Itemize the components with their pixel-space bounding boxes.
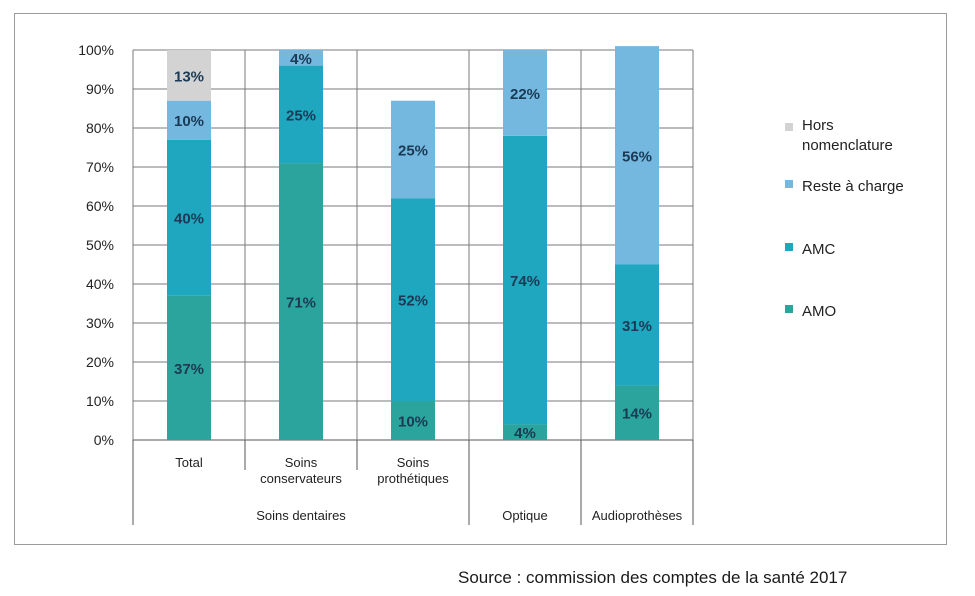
data-label: 13%	[174, 68, 204, 85]
y-tick-label: 60%	[86, 198, 114, 214]
y-tick-label: 30%	[86, 315, 114, 331]
bar-segment-amo	[279, 163, 323, 440]
data-label: 71%	[286, 295, 316, 312]
data-label: 56%	[622, 148, 652, 165]
bar-segment-amo	[615, 385, 659, 440]
legend-swatch	[785, 123, 793, 131]
category-label: Soins prothétiques	[377, 455, 449, 486]
bar-segment-amo	[167, 295, 211, 440]
bar-segment-amc	[167, 139, 211, 296]
data-label: 37%	[174, 361, 204, 378]
data-label: 10%	[398, 414, 428, 431]
group-label: Optique	[502, 508, 548, 523]
bar-segment-reste-charge	[391, 100, 435, 199]
y-tick-label: 10%	[86, 393, 114, 409]
bar-segment-amc	[503, 135, 547, 425]
y-tick-label: 90%	[86, 81, 114, 97]
bar-segment-reste-charge	[167, 100, 211, 140]
legend-label: AMO	[802, 303, 836, 320]
category-label: Total	[175, 455, 203, 470]
data-label: 10%	[174, 113, 204, 130]
source-note: Source : commission des comptes de la sa…	[458, 568, 848, 587]
y-tick-label: 40%	[86, 276, 114, 292]
y-tick-label: 70%	[86, 159, 114, 175]
legend-label: AMC	[802, 241, 836, 258]
data-label: 22%	[510, 86, 540, 103]
legend-swatch	[785, 180, 793, 188]
bar-segment-amc	[615, 264, 659, 386]
bar-segment-amc	[391, 198, 435, 401]
legend-swatch	[785, 305, 793, 313]
data-label: 25%	[398, 142, 428, 159]
legend-label: Hors nomenclature	[802, 117, 893, 154]
y-tick-label: 0%	[94, 432, 114, 448]
data-label: 40%	[174, 211, 204, 228]
y-tick-label: 100%	[78, 42, 114, 58]
y-tick-label: 80%	[86, 120, 114, 136]
data-label: 4%	[290, 51, 312, 68]
group-label: Audioprothèses	[592, 508, 683, 523]
bar-segment-hors-nomenclature	[167, 50, 211, 101]
data-label: 52%	[398, 293, 428, 310]
data-label: 25%	[286, 107, 316, 124]
bar-segment-reste-charge	[503, 50, 547, 136]
bar-segment-reste-charge	[615, 46, 659, 265]
legend-label: Reste à charge	[802, 178, 904, 195]
stacked-bar-chart: 0% 10% 20% 30% 40% 50% 60% 70% 80% 90% 100% 37% 40% 1…	[78, 42, 904, 525]
data-label: 4%	[514, 425, 536, 442]
legend-swatch	[785, 243, 793, 251]
y-tick-label: 50%	[86, 237, 114, 253]
data-label: 31%	[622, 318, 652, 335]
group-label: Soins dentaires	[256, 508, 346, 523]
data-label: 14%	[622, 406, 652, 423]
chart-frame: 0% 10% 20% 30% 40% 50% 60% 70% 80% 90% 100% 37% 40% 1…	[14, 13, 947, 545]
bar-segment-amo	[503, 424, 547, 440]
bar-segment-amc	[279, 65, 323, 164]
data-label: 74%	[510, 273, 540, 290]
category-label: Soins conservateurs	[260, 455, 342, 486]
y-tick-label: 20%	[86, 354, 114, 370]
bar-segment-reste-charge	[279, 50, 323, 66]
bar-segment-amo	[391, 401, 435, 440]
